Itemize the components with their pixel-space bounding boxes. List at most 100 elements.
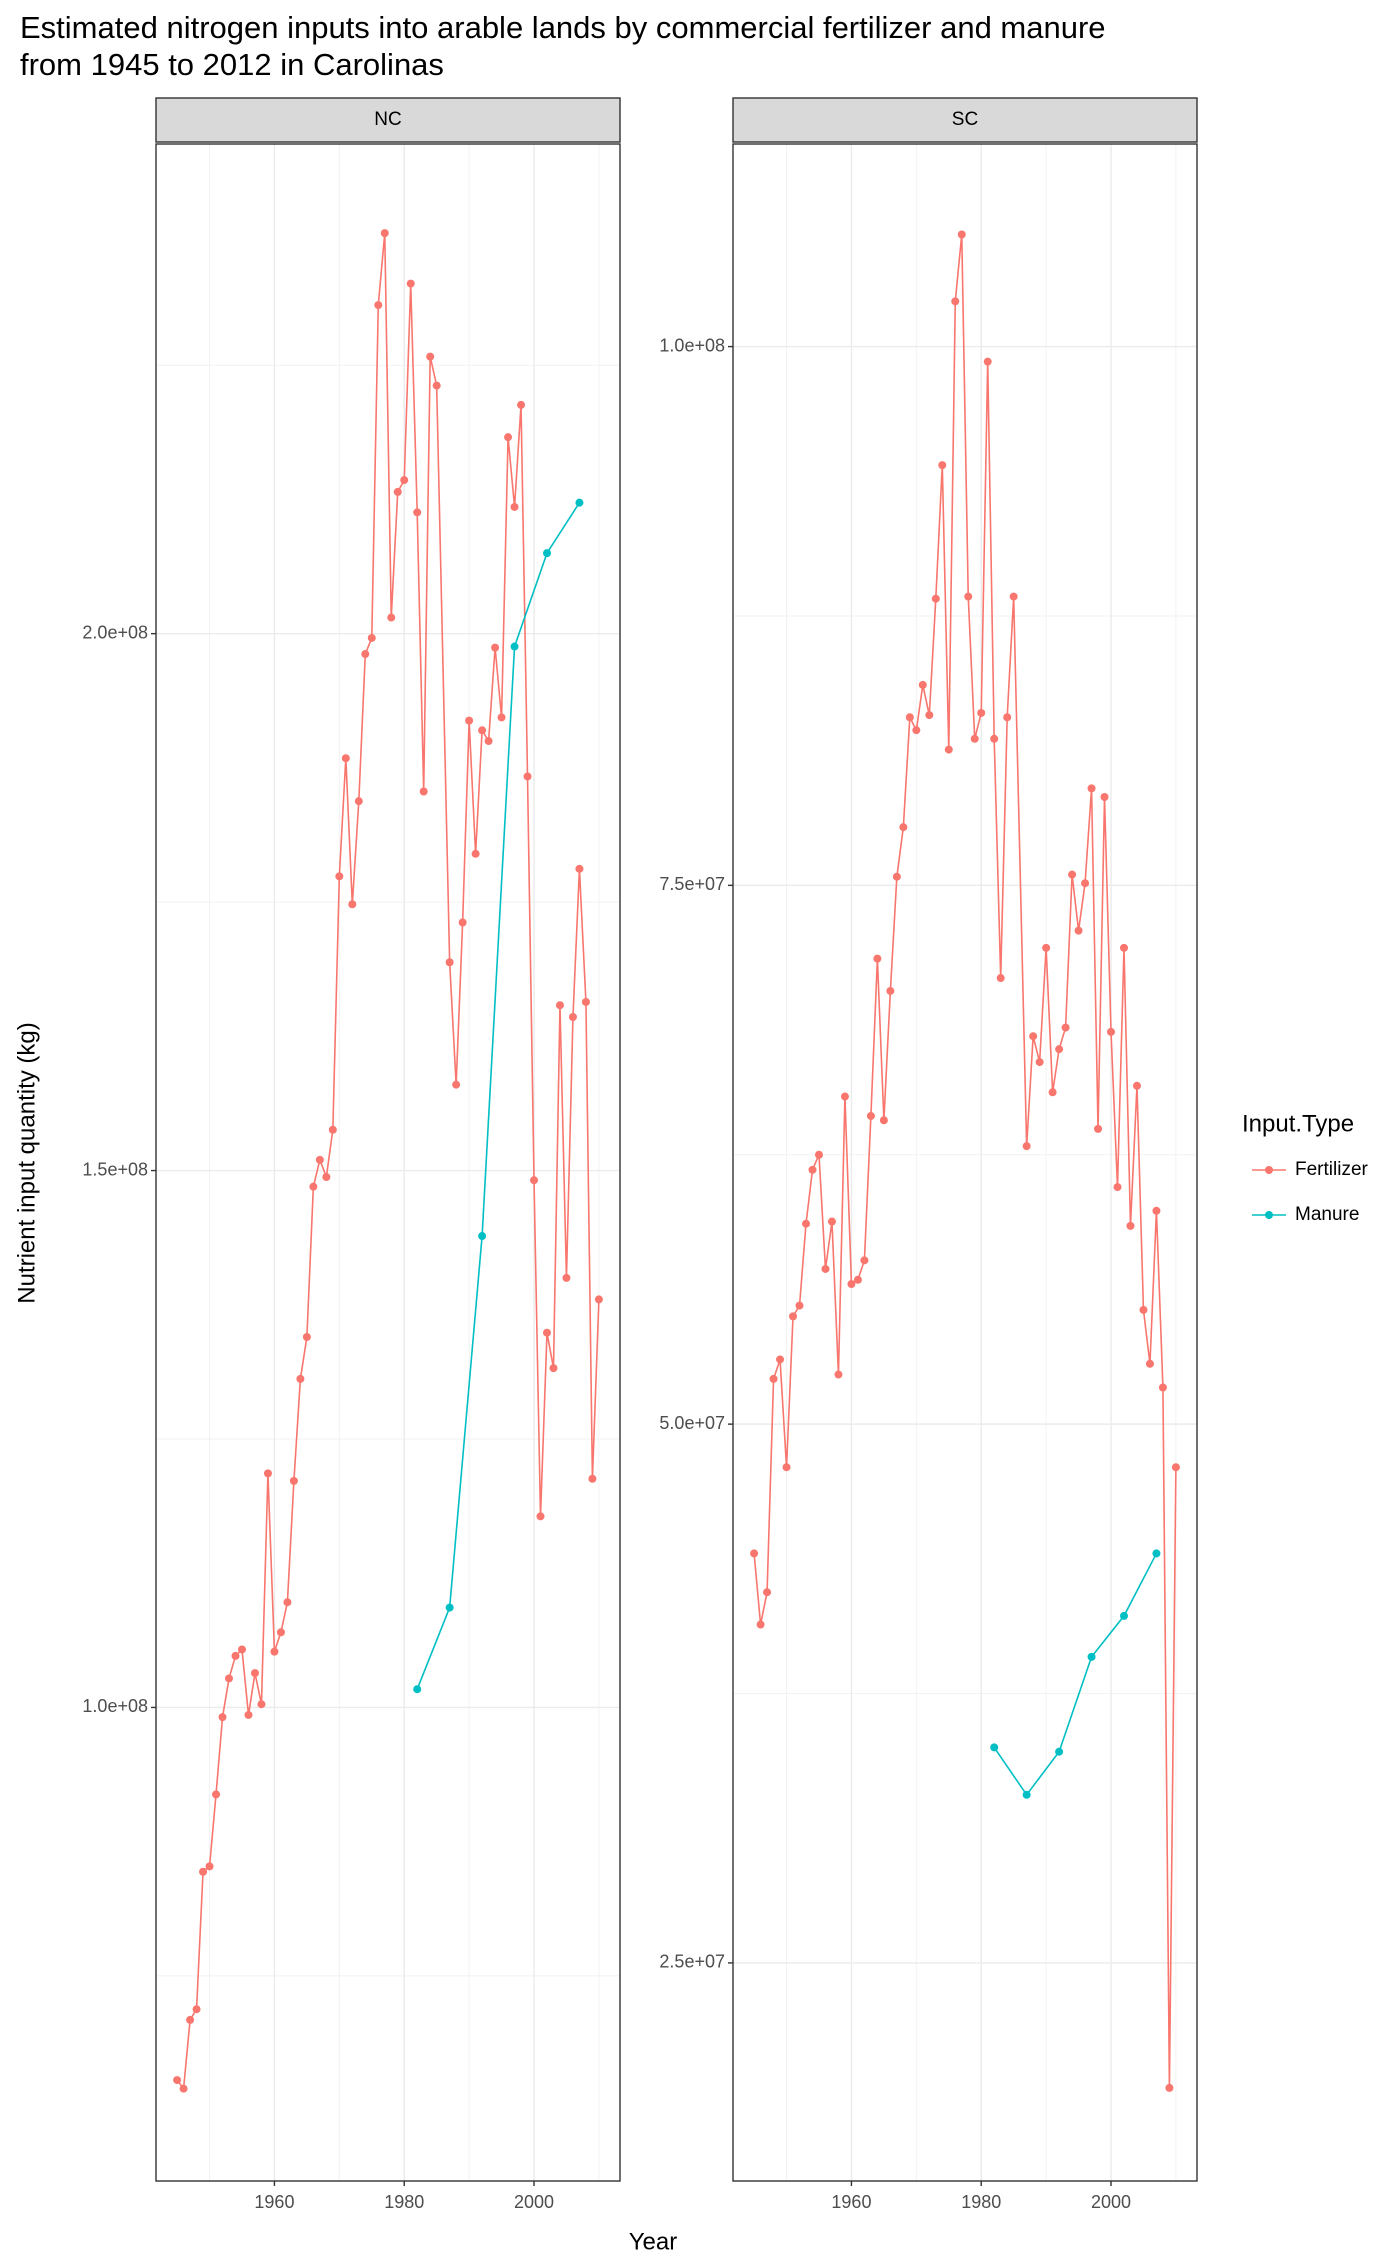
data-point xyxy=(789,1312,798,1321)
data-point xyxy=(387,613,396,622)
strip-label: SC xyxy=(952,109,978,130)
data-point xyxy=(478,1232,487,1241)
data-point xyxy=(315,1155,324,1164)
data-point xyxy=(990,734,999,743)
data-point xyxy=(1152,1549,1161,1558)
data-point xyxy=(179,2084,188,2093)
data-point xyxy=(905,713,914,722)
data-point xyxy=(406,279,415,288)
data-point xyxy=(231,1651,240,1660)
data-point xyxy=(380,229,389,238)
data-point xyxy=(1009,592,1018,601)
data-point xyxy=(367,633,376,642)
data-point xyxy=(964,592,973,601)
data-point xyxy=(912,726,921,735)
data-point xyxy=(834,1370,843,1379)
data-point xyxy=(199,1867,208,1876)
data-point xyxy=(458,918,467,927)
data-point xyxy=(413,1685,422,1694)
data-point xyxy=(283,1598,292,1607)
data-point xyxy=(1068,870,1077,879)
y-tick-label: 1.0e+08 xyxy=(82,1696,148,1716)
x-tick-label: 1980 xyxy=(384,2192,424,2212)
data-point xyxy=(1094,1124,1103,1133)
data-point xyxy=(782,1463,791,1472)
data-point xyxy=(1165,2083,1174,2092)
x-tick-label: 2000 xyxy=(514,2192,554,2212)
data-point xyxy=(750,1549,759,1558)
data-point xyxy=(374,301,383,310)
panel-border xyxy=(155,143,621,2182)
data-point xyxy=(1132,1081,1141,1090)
data-point xyxy=(756,1620,765,1629)
data-point xyxy=(1139,1305,1148,1314)
data-point xyxy=(530,1176,539,1185)
data-point xyxy=(302,1332,311,1341)
series-line xyxy=(416,502,581,1690)
x-axis-label: Year xyxy=(629,2228,678,2255)
strip-label: NC xyxy=(374,109,401,130)
data-point xyxy=(575,498,584,507)
data-point xyxy=(491,643,500,652)
data-point xyxy=(1048,1088,1057,1097)
data-point xyxy=(497,713,506,722)
data-point xyxy=(523,772,532,781)
strip xyxy=(732,97,1198,143)
data-point xyxy=(542,549,551,558)
data-point xyxy=(853,1275,862,1284)
data-point xyxy=(276,1628,285,1637)
data-point xyxy=(555,1001,564,1010)
data-point xyxy=(309,1182,318,1191)
x-tick-label: 1980 xyxy=(961,2192,1001,2212)
data-point xyxy=(562,1273,571,1282)
legend-label: Manure xyxy=(1295,1204,1359,1225)
x-tick-label: 1960 xyxy=(831,2192,871,2212)
y-tick-label: 1.0e+08 xyxy=(659,335,725,355)
data-point xyxy=(1145,1359,1154,1368)
data-point xyxy=(925,711,934,720)
data-point xyxy=(970,734,979,743)
data-point xyxy=(1107,1027,1116,1036)
data-point xyxy=(1087,1652,1096,1661)
data-point xyxy=(769,1374,778,1383)
data-point xyxy=(296,1374,305,1383)
data-point xyxy=(322,1172,331,1181)
data-point xyxy=(419,787,428,796)
data-point xyxy=(1171,1463,1180,1472)
data-point xyxy=(1119,1611,1128,1620)
data-point xyxy=(1087,784,1096,793)
data-point xyxy=(393,487,402,496)
data-point xyxy=(840,1092,849,1101)
data-point xyxy=(1055,1045,1064,1054)
data-point xyxy=(400,476,409,485)
legend-title: Input.Type xyxy=(1242,1110,1354,1137)
data-point xyxy=(1126,1221,1135,1230)
data-point xyxy=(1055,1747,1064,1756)
data-point xyxy=(328,1125,337,1134)
data-point xyxy=(776,1355,785,1364)
data-point xyxy=(335,872,344,881)
data-point xyxy=(250,1669,259,1678)
strip xyxy=(155,97,621,143)
data-point xyxy=(1074,926,1083,935)
data-point xyxy=(413,508,422,517)
data-point xyxy=(899,823,908,832)
data-point xyxy=(996,974,1005,983)
data-point xyxy=(808,1165,817,1174)
data-point xyxy=(1061,1023,1070,1032)
legend-label: Fertilizer xyxy=(1295,1159,1369,1180)
data-point xyxy=(289,1476,298,1485)
data-point xyxy=(445,958,454,967)
data-point xyxy=(549,1364,558,1373)
data-point xyxy=(1022,1142,1031,1151)
data-point xyxy=(504,433,513,442)
data-point xyxy=(270,1647,279,1656)
data-point xyxy=(510,502,519,511)
data-point xyxy=(354,797,363,806)
series-line xyxy=(993,1553,1158,1797)
data-point xyxy=(445,1603,454,1612)
data-point xyxy=(795,1301,804,1310)
panel-border xyxy=(732,143,1198,2182)
data-point xyxy=(465,716,474,725)
data-point xyxy=(581,997,590,1006)
